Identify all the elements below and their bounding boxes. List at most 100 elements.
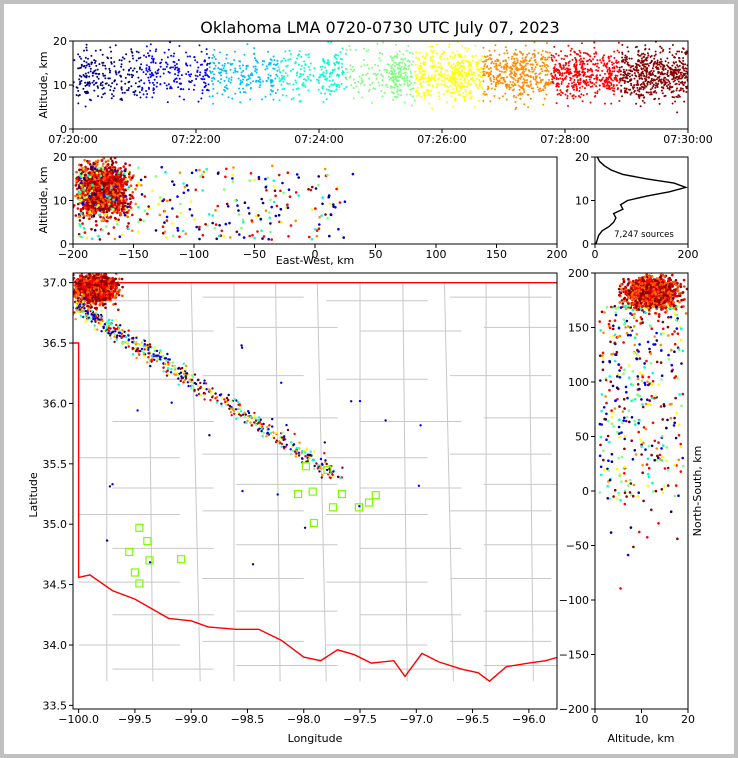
- lightning-source: [684, 51, 687, 54]
- lightning-source: [286, 82, 289, 85]
- lightning-source: [660, 60, 663, 63]
- lightning-source: [258, 80, 261, 83]
- lightning-source: [398, 61, 401, 64]
- lightning-source: [139, 178, 143, 182]
- lightning-source: [520, 76, 523, 79]
- lightning-source: [621, 43, 624, 46]
- lightning-source: [644, 63, 646, 66]
- lightning-source: [119, 213, 123, 216]
- lightning-source: [276, 69, 279, 72]
- lightning-source: [94, 174, 97, 177]
- lightning-source: [545, 58, 548, 61]
- lightning-source: [120, 233, 124, 236]
- lightning-source: [310, 208, 314, 211]
- lightning-source: [395, 72, 398, 75]
- lightning-source: [410, 75, 413, 78]
- lma-figure: Oklahoma LMA 0720-0730 UTC July 07, 2023…: [27, 18, 713, 745]
- lightning-source: [578, 90, 581, 92]
- lightning-source: [582, 51, 585, 54]
- lightning-source: [636, 60, 639, 63]
- lightning-source: [645, 74, 648, 76]
- lightning-source: [668, 80, 671, 83]
- lightning-source: [456, 80, 459, 83]
- lightning-source: [121, 207, 125, 210]
- lightning-source: [101, 81, 104, 84]
- lightning-source: [101, 64, 104, 67]
- lightning-source: [84, 170, 87, 173]
- lightning-source: [206, 89, 208, 92]
- county-boundaries: [78, 282, 557, 682]
- lightning-source: [189, 81, 192, 84]
- lightning-source: [260, 229, 263, 233]
- lightning-source: [523, 70, 526, 73]
- lightning-source: [243, 201, 247, 204]
- lightning-source: [654, 50, 657, 53]
- lightning-source: [117, 167, 121, 170]
- lightning-source: [519, 64, 522, 67]
- lightning-source: [273, 189, 277, 192]
- lightning-source: [523, 89, 525, 91]
- lightning-source: [407, 68, 410, 71]
- lightning-source: [309, 73, 311, 76]
- lightning-source: [546, 42, 548, 44]
- lightning-source: [383, 69, 386, 71]
- lightning-source: [360, 77, 363, 80]
- lightning-source: [270, 205, 274, 209]
- lightning-source: [677, 56, 680, 59]
- lightning-source: [247, 78, 250, 81]
- lightning-source: [490, 87, 493, 90]
- lightning-source: [297, 54, 299, 57]
- x-tick-label: 07:26:00: [417, 133, 466, 146]
- lightning-source: [158, 213, 162, 217]
- lightning-source: [508, 66, 511, 69]
- lightning-source: [661, 92, 664, 95]
- lightning-source: [674, 71, 677, 74]
- lightning-source: [194, 169, 198, 172]
- lightning-source: [521, 65, 524, 68]
- lightning-source: [145, 64, 148, 67]
- lightning-source: [249, 98, 252, 101]
- lightning-source: [469, 92, 471, 95]
- lightning-source: [510, 67, 512, 70]
- lightning-source: [409, 93, 412, 96]
- lightning-source: [680, 87, 682, 90]
- lightning-source: [281, 181, 284, 185]
- lightning-source: [110, 186, 113, 189]
- lightning-source: [113, 65, 116, 68]
- lightning-source: [231, 97, 234, 100]
- lightning-source: [522, 78, 525, 81]
- lightning-source: [75, 86, 78, 89]
- lightning-source: [190, 73, 193, 76]
- lightning-source: [91, 61, 94, 64]
- lightning-source: [272, 185, 276, 188]
- lightning-source: [598, 88, 601, 91]
- x-tick-label: 07:20:00: [48, 133, 97, 146]
- lightning-source: [529, 84, 532, 87]
- lightning-source: [581, 60, 584, 62]
- lightning-source: [302, 78, 305, 81]
- lightning-source: [541, 61, 544, 64]
- lightning-source: [452, 88, 455, 91]
- lightning-source: [405, 93, 408, 96]
- figure-frame: Oklahoma LMA 0720-0730 UTC July 07, 2023…: [4, 4, 734, 754]
- lightning-source: [112, 89, 115, 92]
- lightning-source: [438, 98, 441, 101]
- lightning-source: [537, 52, 540, 54]
- lightning-source: [318, 76, 320, 79]
- lightning-source: [482, 74, 485, 77]
- lightning-source: [269, 74, 272, 77]
- plan-view-panel: −100.0 −99.5 −99.0 −98.5 −98.0 −97.5 −97.0 −96.…: [27, 272, 558, 745]
- lightning-source: [420, 85, 423, 88]
- lightning-source: [313, 67, 316, 70]
- lightning-source: [513, 74, 515, 76]
- lightning-source: [368, 90, 370, 93]
- lightning-source: [261, 63, 264, 66]
- lightning-source: [592, 74, 594, 77]
- lightning-source: [97, 187, 101, 191]
- lightning-source: [135, 184, 139, 187]
- lightning-source: [318, 216, 321, 219]
- lightning-source: [341, 58, 344, 61]
- lightning-source: [407, 59, 410, 62]
- lightning-source: [297, 176, 301, 179]
- lightning-source: [178, 70, 181, 73]
